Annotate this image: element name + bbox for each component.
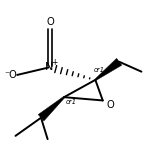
Text: N: N — [45, 62, 53, 72]
Text: +: + — [51, 58, 58, 67]
Text: or1: or1 — [94, 67, 105, 73]
Polygon shape — [95, 58, 122, 80]
Text: ⁻O: ⁻O — [4, 70, 17, 80]
Text: or1: or1 — [66, 99, 77, 105]
Text: O: O — [46, 17, 54, 27]
Polygon shape — [38, 97, 65, 121]
Text: O: O — [106, 100, 114, 110]
